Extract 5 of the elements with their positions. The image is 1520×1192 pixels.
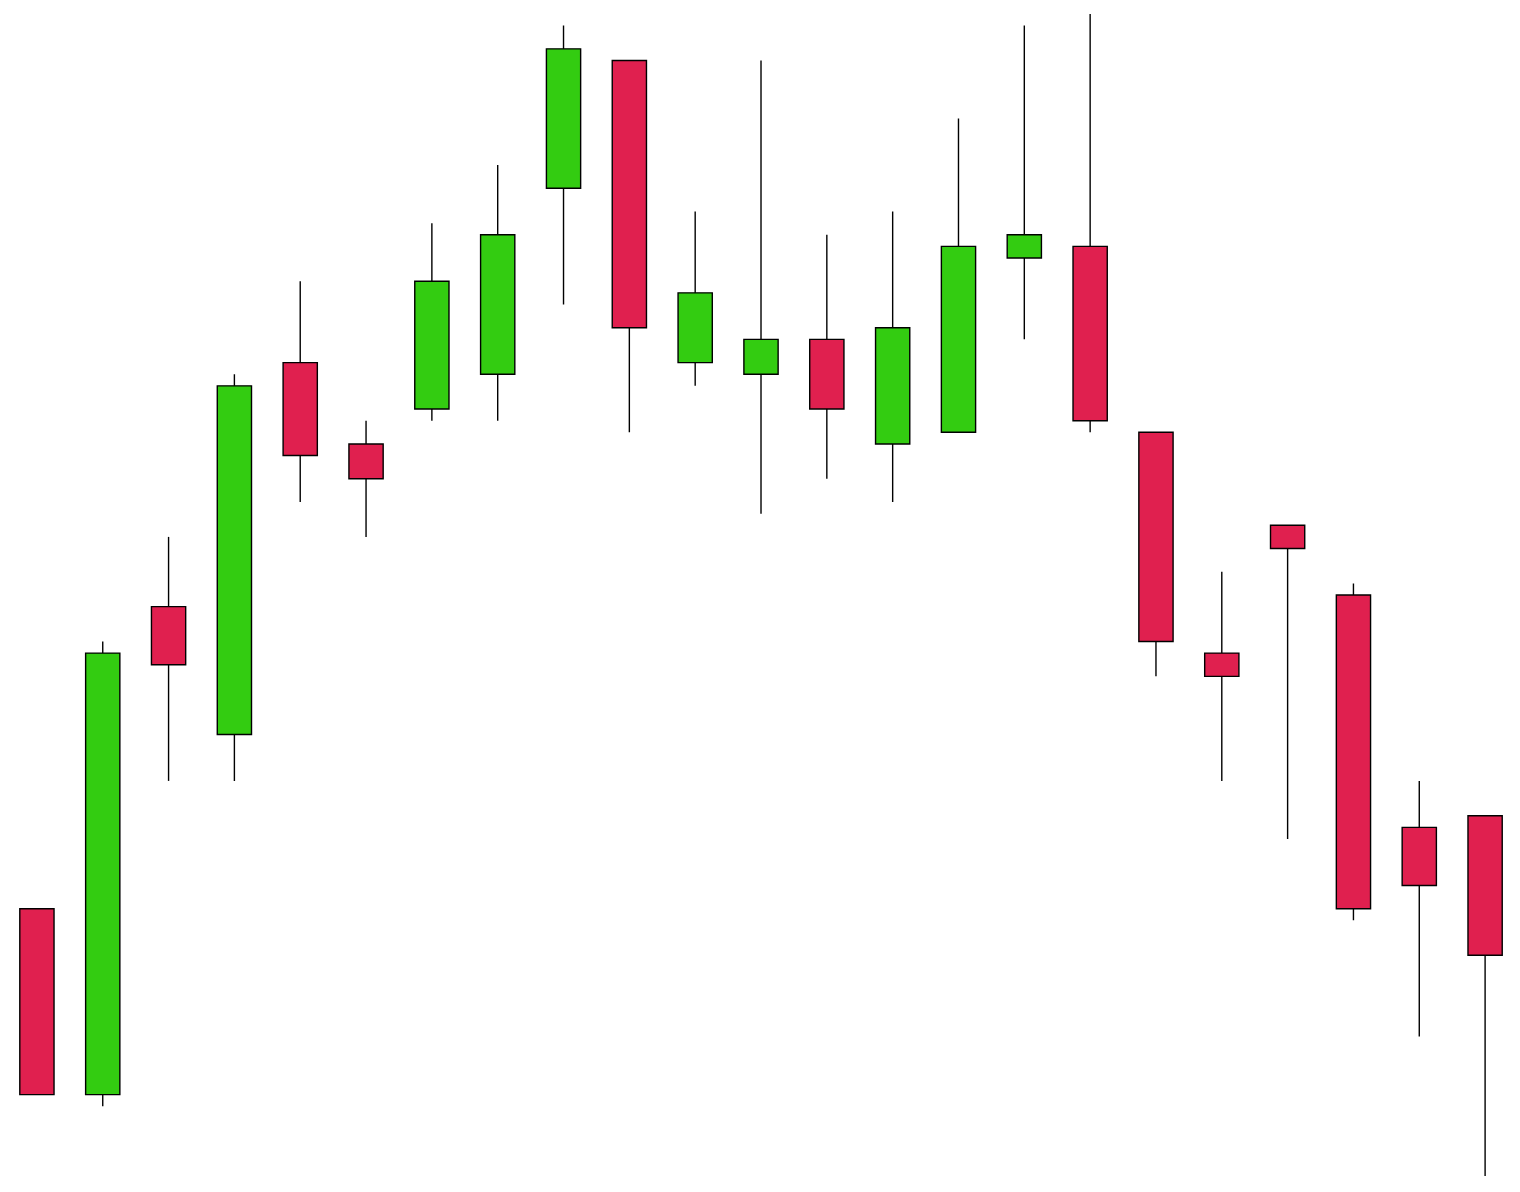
- candlestick: [348, 419, 384, 538]
- candlestick: [743, 59, 779, 515]
- candlestick: [1203, 571, 1240, 782]
- candlestick: [1006, 24, 1043, 341]
- candlestick: [1269, 524, 1306, 840]
